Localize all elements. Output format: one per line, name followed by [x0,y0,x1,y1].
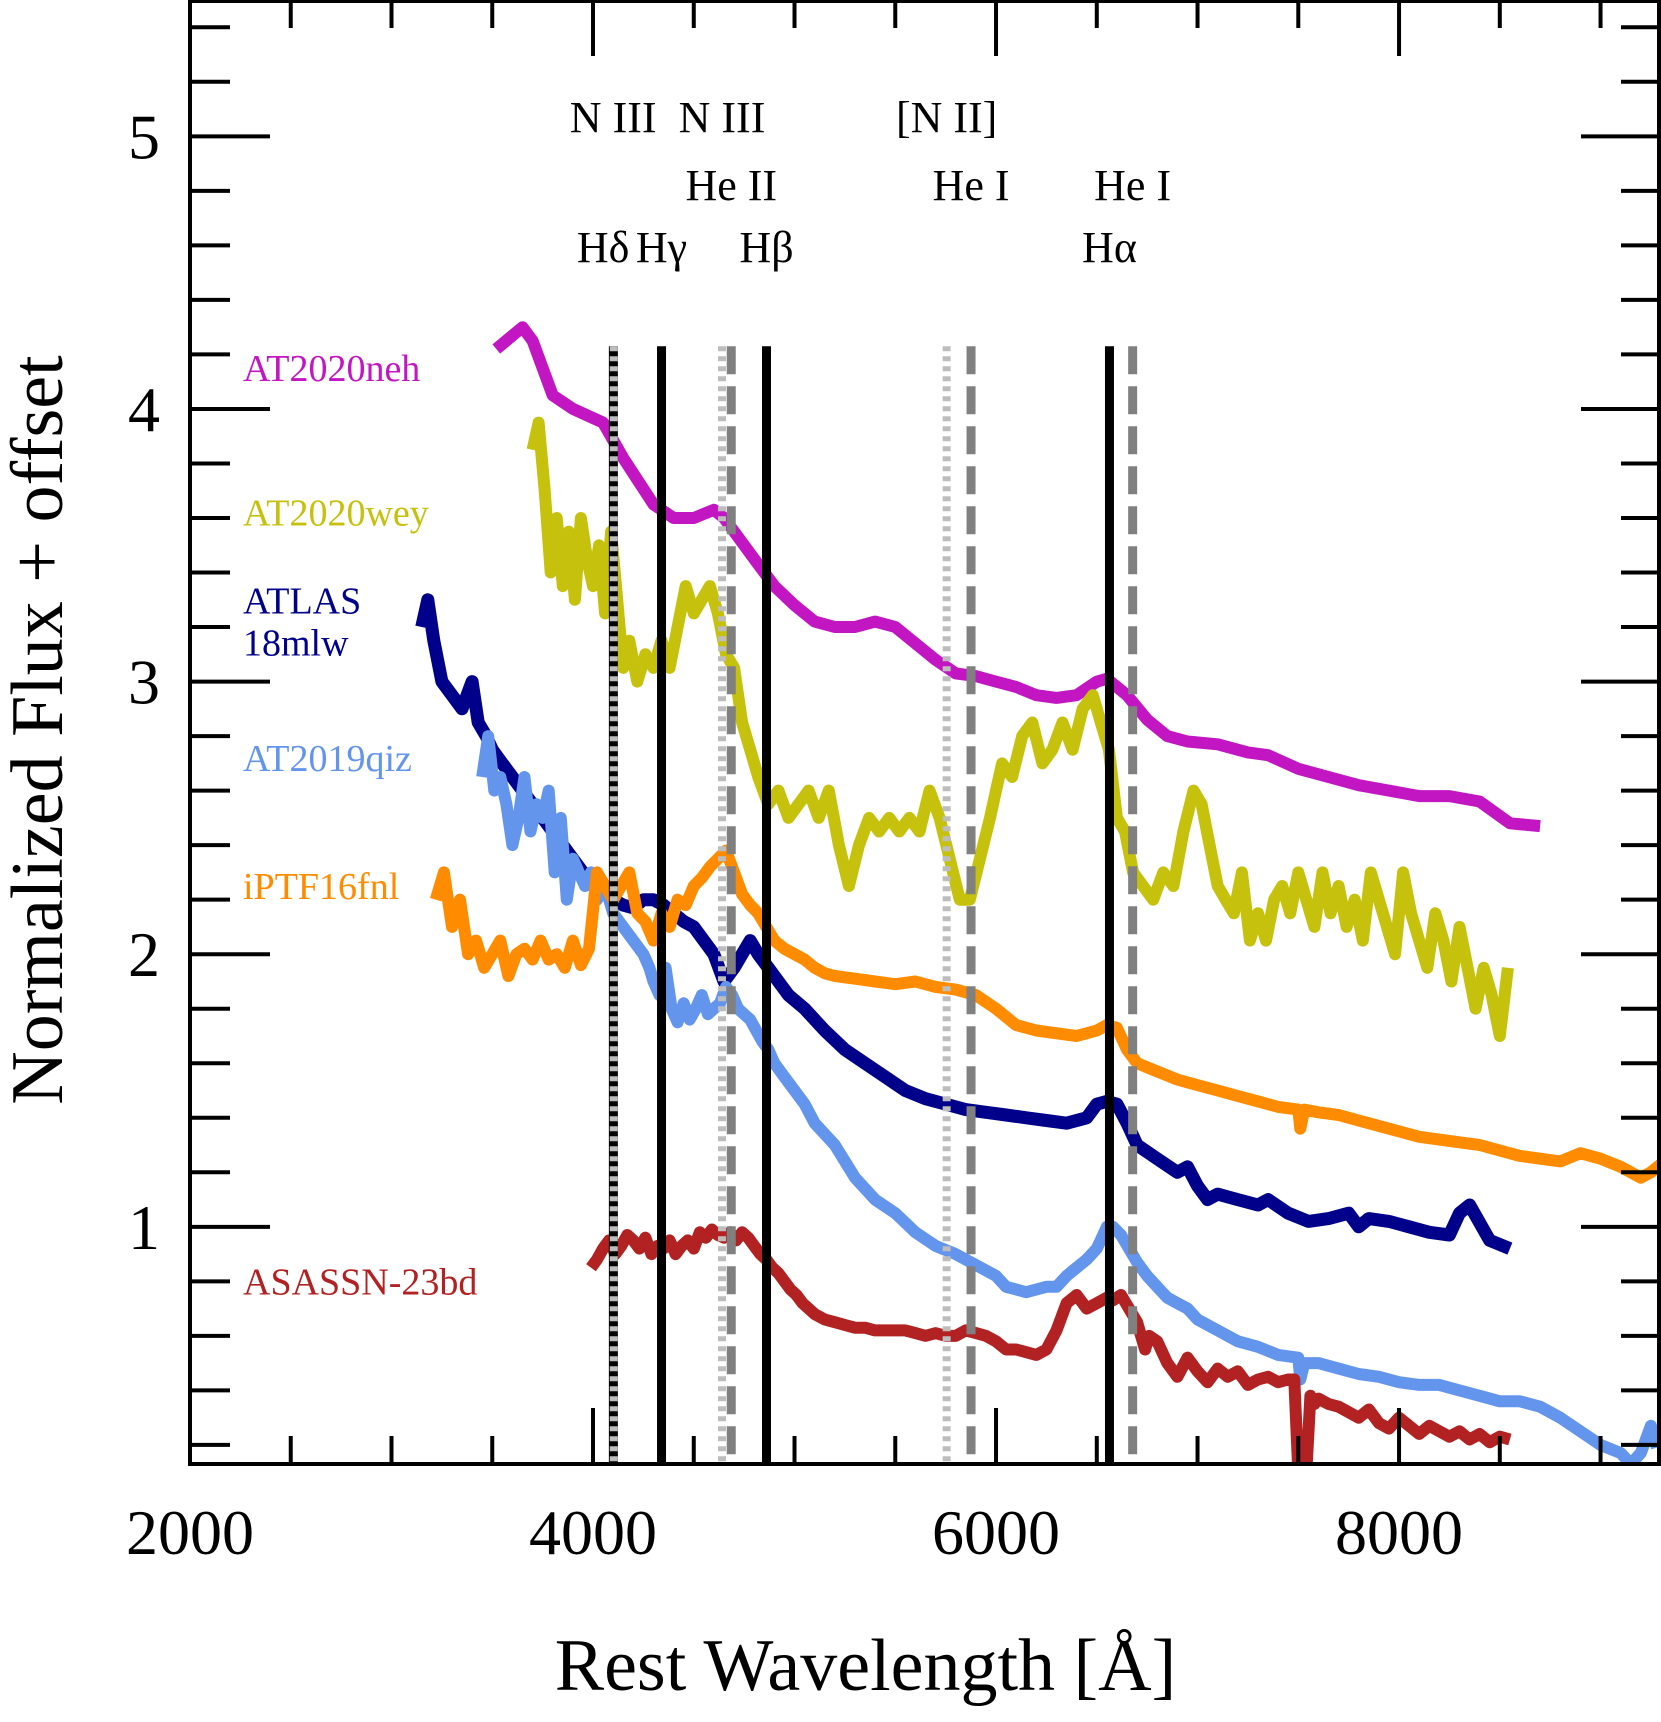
series-label-line: iPTF16fnl [243,866,399,908]
y-axis-title: Normalized Flux + offset [0,355,79,1105]
line-label-h: Hγ [636,223,687,272]
y-tick-label: 3 [128,647,160,718]
series-label-line: AT2020wey [243,493,429,535]
series-at2020wey [526,416,1514,1042]
series-label-asassn-23bd: ASASSN-23bd [243,1261,477,1303]
series-label-line: ASASSN-23bd [243,1261,477,1303]
line-label-he-i: He I [1094,161,1171,210]
line-label-h: Hβ [739,223,793,272]
series-label-atlas18mlw: ATLAS 18mlw [243,581,361,665]
series-label-iptf16fnl: iPTF16fnl [243,866,399,908]
series-label-line: 18mlw [243,623,349,665]
line-labels: N III N III [N II] He II He I He I Hδ Hγ Hβ Hα [570,93,1171,272]
series-label-at2020wey: AT2020wey [243,493,429,535]
series-label-at2020neh: AT2020neh [243,348,420,390]
y-tick-label: 4 [128,374,160,445]
x-tick-label: 8000 [1335,1497,1463,1568]
x-tick-label: 4000 [529,1497,657,1568]
x-tick-label: 6000 [932,1497,1060,1568]
line-label-he-i: He I [933,161,1010,210]
series-iptf16fnl [430,844,1661,1184]
spectra-series [415,321,1661,1464]
line-label-n-ii: [N II] [896,93,997,142]
line-label-n-iii: N III [570,93,657,142]
axes: 2000 4000 6000 8000 1 2 3 4 5 [126,0,1661,1568]
plot-frame [188,0,1661,1466]
series-label-line: AT2020neh [243,348,420,390]
series-label-at2019qiz: AT2019qiz [243,738,412,780]
line-label-h: Hδ [577,223,630,272]
series-label-line: ATLAS [243,581,361,623]
x-axis-title: Rest Wavelength [Å] [555,1625,1177,1707]
y-tick-label: 2 [128,919,160,990]
line-label-n-iii: N III [679,93,766,142]
reference-lines [608,346,1138,1464]
series-at2019qiz [476,730,1661,1464]
series-label-line: AT2019qiz [243,738,412,780]
y-tick-label: 1 [128,1192,160,1263]
x-tick-label: 2000 [126,1497,254,1568]
series-asassn-23bd [586,1223,1512,1464]
line-label-h: Hα [1082,223,1137,272]
line-label-he-ii: He II [685,161,777,210]
y-tick-label: 5 [128,101,160,172]
series-labels: AT2020neh AT2020wey ATLAS 18mlw AT2019qiz iPT… [243,348,477,1303]
series-at2020neh [492,321,1541,833]
